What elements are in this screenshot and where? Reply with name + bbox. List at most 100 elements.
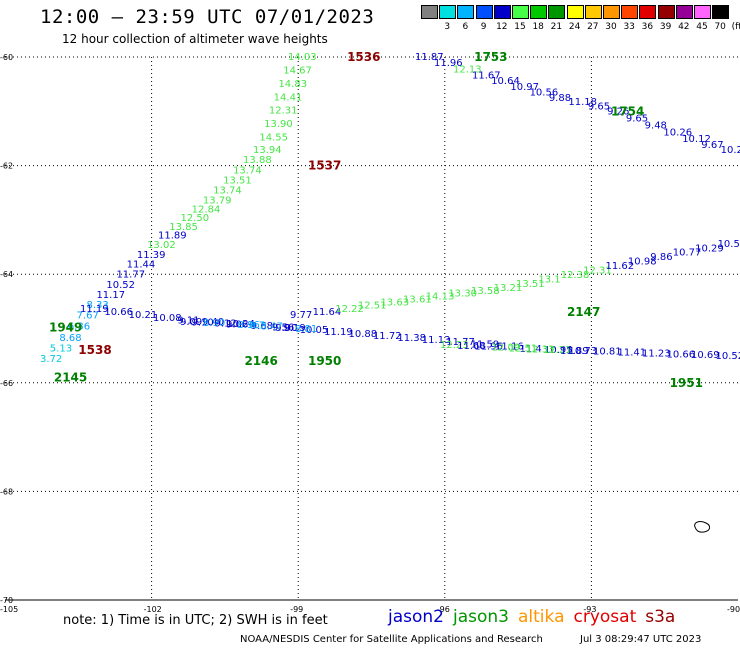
pass-time-label: 1538 [78, 343, 111, 357]
pass-time-label: 1754 [611, 104, 644, 118]
swh-value-track-1: 13.02 [147, 240, 176, 251]
swh-value-track-2: 9.65 [588, 101, 610, 112]
swh-value-track-3: 10.56 [718, 239, 740, 250]
swh-value-track-2: 9.48 [645, 120, 667, 131]
lat-tick-label: -68 [0, 487, 13, 496]
swh-value-track-3: 13.61 [403, 295, 432, 306]
colorbar-swatch [675, 5, 693, 19]
colorbar-label: 39 [659, 22, 672, 32]
swh-value-track-2: 10.28 [721, 145, 740, 156]
swh-value-track-1: 13.74 [233, 165, 262, 176]
swh-value-track-1: 13.94 [253, 145, 282, 156]
swh-value-track-6: 8.81 [295, 324, 317, 335]
pass-time-label: 2147 [567, 305, 600, 319]
swh-value-track-1: 14.41 [274, 92, 303, 103]
swh-value-track-1: 13.85 [169, 222, 198, 233]
swh-value-track-4: 10.08 [153, 313, 182, 324]
swh-value-track-4: 11.38 [397, 333, 426, 344]
swh-value-track-1: 14.55 [259, 133, 288, 144]
swh-value-track-3: 11.64 [313, 307, 342, 318]
swh-value-track-1: 11.89 [158, 231, 187, 242]
swh-value-track-5: 12.21 [543, 345, 572, 356]
swh-value-track-4: 9.68 [251, 321, 273, 332]
swh-value-track-3: 13.30 [448, 289, 477, 300]
colorbar-label: 30 [605, 22, 617, 32]
swh-value-track-2: 11.18 [568, 97, 597, 108]
swh-value-track-1: 11.77 [116, 270, 145, 281]
colorbar-swatch [657, 5, 675, 19]
swh-value-track-4: 9.40 [202, 317, 224, 328]
lon-tick-label: -99 [290, 605, 303, 614]
colorbar-swatch [530, 5, 548, 19]
swh-value-track-1: 6.36 [68, 322, 90, 333]
swh-value-track-1: 13.79 [203, 196, 232, 207]
pass-time-label: 1537 [308, 159, 341, 173]
lat-tick-label: -60 [0, 53, 13, 62]
colorbar-label: 70 [714, 22, 726, 32]
colorbar-swatch [512, 5, 529, 19]
swh-value-track-4: 10.73 [568, 346, 597, 357]
swh-value-track-4: 11.13 [422, 335, 451, 346]
swh-value-track-4: 9.90 [275, 323, 297, 334]
pass-time-label: 1950 [308, 354, 341, 368]
colorbar-label: 45 [696, 22, 708, 32]
lat-tick-label: -64 [0, 270, 13, 279]
swh-value-track-4: 11.23 [642, 348, 671, 359]
lon-tick-label: -102 [144, 605, 162, 614]
swh-value-track-3: 11.62 [606, 261, 635, 272]
swh-value-track-6: 9.09 [180, 317, 202, 328]
swh-value-track-1: 13.90 [264, 119, 293, 130]
swh-value-track-1: 10.52 [106, 280, 135, 291]
swh-value-track-4: 10.66 [104, 307, 133, 318]
pass-time-label: 1753 [474, 50, 507, 64]
swh-value-track-3: 12.38 [561, 270, 590, 281]
colorbar-unit: (ft) [731, 22, 740, 32]
swh-value-track-4: 11.72 [373, 331, 402, 342]
swh-value-track-1: 8.68 [59, 333, 81, 344]
swh-value-track-4: 11.77 [446, 337, 475, 348]
map-subtitle: 12 hour collection of altimeter wave hei… [62, 32, 328, 46]
colorbar-swatch [694, 5, 711, 19]
colorbar-swatch [639, 5, 657, 19]
colorbar-swatch [439, 5, 457, 19]
pass-time-label: 1536 [347, 50, 380, 64]
colorbar-swatch [566, 5, 584, 19]
swh-value-track-4: 11.19 [80, 304, 109, 315]
swh-value-track-4: 9.11 [177, 315, 199, 326]
colorbar-label: 33 [623, 22, 635, 32]
swh-value-track-1: 14.83 [278, 79, 307, 90]
colorbar-swatch [584, 5, 602, 19]
coastline-island [694, 521, 711, 533]
colorbar-label: 42 [678, 22, 690, 32]
swh-value-track-4: 11.59 [471, 339, 500, 350]
colorbar-swatch [475, 5, 493, 19]
generated-timestamp: Jul 3 08:29:47 UTC 2023 [580, 634, 702, 645]
altimeter-tracks: 14.03 14.67 14.83 14.41 12.31 13.90 14.5513.94… [40, 50, 740, 390]
colorbar-label: 6 [462, 22, 469, 32]
swh-value-track-3: 10.77 [673, 248, 702, 259]
swh-value-track-2: 10.56 [530, 87, 559, 98]
colorbar-label: 9 [480, 22, 487, 32]
colorbar-swatch [421, 5, 438, 19]
swh-value-track-3: 14.13 [426, 292, 455, 303]
swh-value-track-5: 11.96 [474, 342, 503, 353]
swh-value-track-6: 8.90 [203, 318, 225, 329]
colorbar-swatch [548, 5, 566, 19]
swh-value-track-5: 12.51 [509, 343, 538, 354]
swh-value-track-3: 13.1 [538, 274, 560, 285]
swh-value-track-3: 12.51 [358, 301, 387, 312]
legend-jason2: jason2 [388, 607, 444, 627]
colorbar-swatch [712, 5, 730, 19]
colorbar-swatch [457, 5, 475, 19]
swh-value-track-1: 13.74 [213, 186, 242, 197]
colorbar-swatch [621, 5, 639, 19]
swh-value-track-2: 10.64 [491, 76, 520, 87]
colorbar-label: 21 [550, 22, 563, 32]
swh-value-track-4: 10.05 [300, 325, 329, 336]
satellite-legend: jason2 jason3 altika cryosat s3a [388, 607, 684, 627]
swh-value-track-4: 10.88 [349, 329, 378, 340]
swh-value-track-1: 7.67 [77, 310, 99, 321]
swh-value-track-2: 11.96 [434, 58, 463, 69]
swh-value-track-3: 13.51 [516, 279, 545, 290]
